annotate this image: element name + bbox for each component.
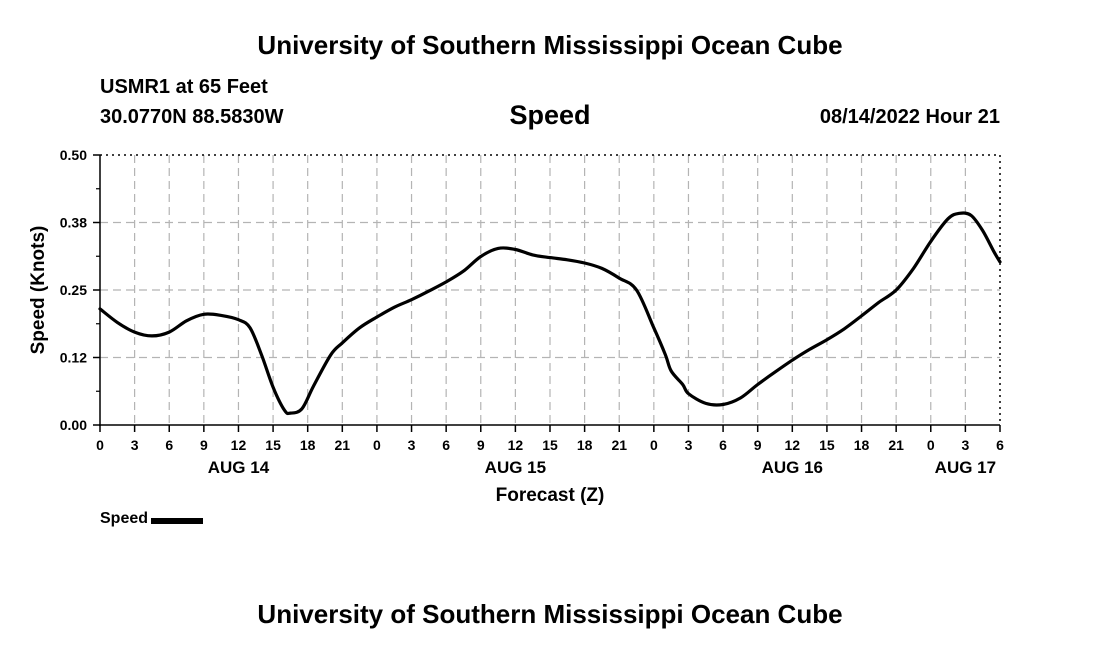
x-tick-label: 6 [996, 437, 1004, 453]
y-axis-label: Speed (Knots) [28, 226, 49, 355]
x-tick-label: 3 [408, 437, 416, 453]
x-tick-label: 3 [685, 437, 693, 453]
chart-series [98, 211, 1002, 416]
x-tick-label: 0 [96, 437, 104, 453]
speed-series-line [98, 211, 1002, 416]
y-tick-label: 0.38 [60, 215, 87, 231]
x-tick-label: 18 [577, 437, 593, 453]
chart-grid [100, 155, 1000, 425]
chart-title: Speed [509, 100, 591, 130]
x-tick-label: 3 [131, 437, 139, 453]
x-tick-label: 0 [927, 437, 935, 453]
x-tick-label: 6 [442, 437, 450, 453]
x-tick-label: 15 [542, 437, 558, 453]
x-tick-label: 18 [854, 437, 870, 453]
x-day-label: AUG 14 [208, 458, 270, 477]
x-tick-label: 6 [719, 437, 727, 453]
x-tick-label: 21 [335, 437, 351, 453]
x-tick-label: 9 [754, 437, 762, 453]
x-tick-label: 15 [265, 437, 281, 453]
x-tick-label: 12 [508, 437, 524, 453]
x-axis-label: Forecast (Z) [496, 485, 605, 506]
x-day-label: AUG 15 [485, 458, 546, 477]
chart-ticks: 0.00 0.12 0.25 0.38 0.50 0 3 6 9 12 15 18 21 0 3 6 9 12 15… [60, 147, 1004, 477]
y-tick-label: 0.00 [60, 417, 87, 433]
x-tick-label: 21 [611, 437, 627, 453]
x-tick-label: 18 [300, 437, 316, 453]
x-tick-label: 6 [165, 437, 173, 453]
x-tick-label: 0 [650, 437, 658, 453]
x-tick-label: 3 [961, 437, 969, 453]
x-day-label: AUG 16 [762, 458, 823, 477]
station-coordinates: 30.0770N 88.5830W [100, 106, 284, 128]
x-tick-label: 0 [373, 437, 381, 453]
x-tick-label: 21 [888, 437, 904, 453]
y-tick-label: 0.50 [60, 147, 87, 163]
x-tick-label: 15 [819, 437, 835, 453]
x-tick-label: 9 [200, 437, 208, 453]
y-tick-label: 0.25 [60, 282, 87, 298]
y-tick-label: 0.12 [60, 350, 87, 366]
page-title: University of Southern Mississippi Ocean… [257, 30, 843, 60]
x-tick-label: 12 [231, 437, 247, 453]
legend-label: Speed [100, 510, 149, 527]
x-tick-label: 9 [477, 437, 485, 453]
issue-timestamp: 08/14/2022 Hour 21 [819, 106, 1000, 128]
station-label: USMR1 at 65 Feet [100, 76, 268, 98]
x-day-label: AUG 17 [935, 458, 996, 477]
legend-swatch [151, 518, 204, 524]
x-tick-label: 12 [785, 437, 801, 453]
footer-title: University of Southern Mississippi Ocean… [257, 599, 843, 629]
chart-legend: Speed [100, 510, 204, 528]
